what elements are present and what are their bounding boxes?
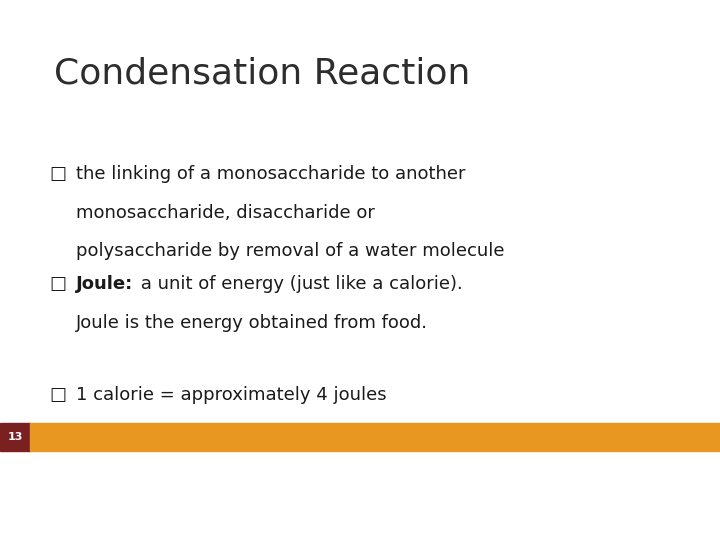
Text: Condensation Reaction: Condensation Reaction	[54, 57, 470, 91]
Text: Joule is the energy obtained from food.: Joule is the energy obtained from food.	[76, 314, 428, 332]
Bar	[0, 423, 30, 451]
Text: □: □	[49, 275, 66, 293]
Text: polysaccharide by removal of a water molecule: polysaccharide by removal of a water mol…	[76, 242, 504, 260]
Text: □: □	[49, 165, 66, 183]
Text: 13: 13	[7, 432, 23, 442]
Text: 1 calorie = approximately 4 joules: 1 calorie = approximately 4 joules	[76, 386, 386, 404]
Text: a unit of energy (just like a calorie).: a unit of energy (just like a calorie).	[135, 275, 462, 293]
Bar	[30, 423, 720, 451]
Text: monosaccharide, disaccharide or: monosaccharide, disaccharide or	[76, 204, 374, 221]
Text: Joule:: Joule:	[76, 275, 139, 293]
Text: the linking of a monosaccharide to another: the linking of a monosaccharide to anoth…	[76, 165, 465, 183]
Text: □: □	[49, 386, 66, 404]
